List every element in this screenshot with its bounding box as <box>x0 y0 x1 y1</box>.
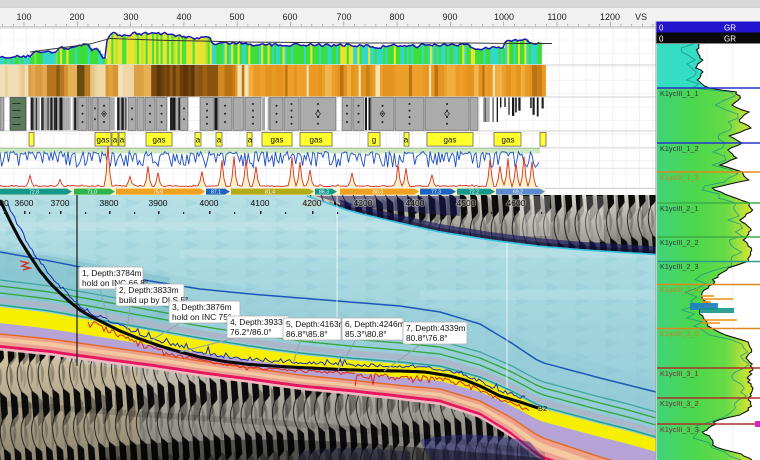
svg-text:76.2°/86.0°: 76.2°/86.0° <box>230 327 272 337</box>
svg-text:a: a <box>120 136 125 145</box>
svg-text:6, Depth:4246m: 6, Depth:4246m <box>345 319 405 329</box>
svg-text:75.9: 75.9 <box>153 189 163 195</box>
svg-text:7, Depth:4339m: 7, Depth:4339m <box>406 323 466 333</box>
svg-text:K1ycIII_2_4: K1ycIII_2_4 <box>660 285 699 294</box>
svg-text:0: 0 <box>659 35 664 44</box>
svg-text:3800: 3800 <box>100 198 119 208</box>
svg-text:5, Depth:4163m: 5, Depth:4163m <box>286 319 346 329</box>
svg-text:VS: VS <box>635 12 647 22</box>
svg-text:4300: 4300 <box>354 198 373 208</box>
svg-text:71.0: 71.0 <box>87 189 97 195</box>
svg-text:gas: gas <box>153 136 166 145</box>
svg-text:72.2: 72.2 <box>469 189 479 195</box>
svg-text:gas: gas <box>310 136 323 145</box>
svg-text:700: 700 <box>336 12 351 22</box>
svg-text:GR: GR <box>724 24 736 33</box>
svg-text:K1ycIII_1_1: K1ycIII_1_1 <box>660 89 699 98</box>
svg-text:81.4: 81.4 <box>265 189 275 195</box>
svg-text:K1ycIII_2_2: K1ycIII_2_2 <box>660 238 699 247</box>
svg-text:3700: 3700 <box>51 198 70 208</box>
svg-text:80.8°\76.8°: 80.8°\76.8° <box>406 333 448 343</box>
svg-text:1100: 1100 <box>547 12 566 22</box>
svg-text:hold on INC 75°: hold on INC 75° <box>172 312 231 322</box>
svg-text:g: g <box>372 136 376 145</box>
svg-text:4, Depth:3933m: 4, Depth:3933m <box>230 317 290 327</box>
svg-text:K1ycIII_1_3: K1ycIII_1_3 <box>660 173 699 182</box>
svg-text:3, Depth:3876m: 3, Depth:3876m <box>172 302 232 312</box>
svg-text:1000: 1000 <box>494 12 514 22</box>
svg-text:K1ycIII_2_1: K1ycIII_2_1 <box>660 204 699 213</box>
svg-text:900: 900 <box>442 12 457 22</box>
svg-text:K1ycIII_3_3: K1ycIII_3_3 <box>660 425 699 434</box>
svg-text:a: a <box>113 136 118 145</box>
svg-text:87.1: 87.1 <box>211 189 221 195</box>
svg-text:K1ycIII_3_2: K1ycIII_3_2 <box>660 399 699 408</box>
svg-text:86.8°\85.8°: 86.8°\85.8° <box>286 329 328 339</box>
svg-text:600: 600 <box>282 12 297 22</box>
svg-text:a: a <box>248 136 253 145</box>
svg-text:2, Depth:3833m: 2, Depth:3833m <box>119 285 179 295</box>
svg-text:800: 800 <box>389 12 404 22</box>
svg-text:4100: 4100 <box>251 198 270 208</box>
svg-text:300: 300 <box>123 12 138 22</box>
svg-text:0: 0 <box>659 24 664 33</box>
svg-text:a: a <box>217 136 222 145</box>
svg-text:72.8: 72.8 <box>29 189 39 195</box>
svg-text:K1ycIII_3_1: K1ycIII_3_1 <box>660 369 699 378</box>
svg-text:77.3: 77.3 <box>431 189 441 195</box>
svg-text:3600: 3600 <box>15 198 34 208</box>
svg-text:build up by DLS 5°: build up by DLS 5° <box>119 295 188 305</box>
svg-text:a: a <box>404 136 409 145</box>
svg-text:gas: gas <box>271 136 284 145</box>
svg-text:K1ycIII_1_2: K1ycIII_1_2 <box>660 144 699 153</box>
svg-text:400: 400 <box>176 12 191 22</box>
svg-text:00: 00 <box>0 198 9 208</box>
svg-text:3900: 3900 <box>149 198 168 208</box>
svg-text:4400: 4400 <box>406 198 425 208</box>
svg-text:K1ycIII_2_3: K1ycIII_2_3 <box>660 262 699 271</box>
svg-text:200: 200 <box>69 12 84 22</box>
svg-text:4000: 4000 <box>200 198 219 208</box>
svg-text:B2: B2 <box>538 404 547 413</box>
svg-text:85.3°\80.8°: 85.3°\80.8° <box>345 329 387 339</box>
svg-text:69.2: 69.2 <box>513 189 523 195</box>
svg-text:K1ycIII_2_5: K1ycIII_2_5 <box>660 329 699 338</box>
svg-text:gas: gas <box>97 136 110 145</box>
svg-text:gas: gas <box>444 136 457 145</box>
svg-text:a: a <box>196 136 201 145</box>
svg-text:100: 100 <box>16 12 31 22</box>
svg-text:86.3: 86.3 <box>319 189 329 195</box>
svg-text:1, Depth:3784m: 1, Depth:3784m <box>82 268 142 278</box>
svg-text:4200: 4200 <box>303 198 322 208</box>
svg-text:500: 500 <box>229 12 244 22</box>
svg-text:4500: 4500 <box>457 198 476 208</box>
svg-text:4600: 4600 <box>507 198 526 208</box>
svg-text:GR: GR <box>724 35 736 44</box>
svg-text:hold on INC 66.8°: hold on INC 66.8° <box>82 278 148 288</box>
svg-text:gas: gas <box>502 136 515 145</box>
svg-text:1200: 1200 <box>600 12 620 22</box>
svg-text:80.3: 80.3 <box>373 189 383 195</box>
